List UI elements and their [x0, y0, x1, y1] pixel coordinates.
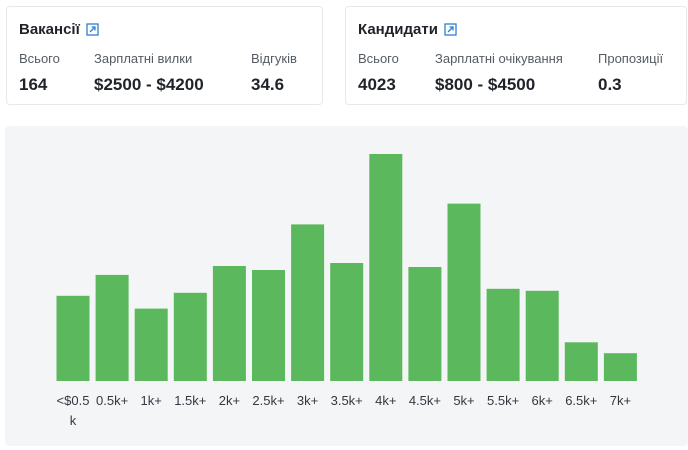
x-tick-label: 2.5k+: [252, 393, 284, 408]
x-tick-label: 5.5k+: [487, 393, 519, 408]
bar-8[interactable]: [369, 154, 403, 381]
x-tick-label: 6k+: [532, 393, 553, 408]
bar-2[interactable]: [134, 308, 168, 381]
stat-label: Зарплатні очікування: [435, 51, 563, 66]
bar-3[interactable]: [173, 292, 207, 381]
bar-0[interactable]: [56, 295, 90, 381]
x-tick-label: 5k+: [453, 393, 474, 408]
candidates-salary-expectations: Зарплатні очікування $800 - $4500: [435, 51, 563, 95]
candidates-card: Кандидати Всього 4023 Зарплатні очікуван…: [345, 6, 687, 105]
bar-11[interactable]: [486, 288, 520, 381]
stat-label: Всього: [19, 51, 60, 66]
stat-label: Пропозиції: [598, 51, 664, 66]
stat-value: $2500 - $4200: [94, 75, 204, 94]
vacancies-card: Вакансії Всього 164 Зарплатні вилки $250…: [6, 6, 323, 105]
bar-14[interactable]: [603, 353, 637, 381]
bar-10[interactable]: [447, 203, 481, 381]
salary-histogram-panel: <$0.5 k 0.5k+ 1k+ 1.5k+ 2k+ 2.5k+ 3k+ 3.5k+ 4k+ 4.…: [5, 126, 688, 446]
x-tick-label: 4k+: [375, 393, 396, 408]
candidates-total: Всього 4023: [358, 51, 399, 95]
vacancies-total: Всього 164: [19, 51, 60, 95]
x-tick-label: 4.5k+: [409, 393, 441, 408]
external-link-icon[interactable]: [86, 23, 99, 36]
x-tick-label: <$0.5 k: [57, 393, 90, 428]
candidates-offers: Пропозиції 0.3: [598, 51, 663, 95]
x-tick-label: 0.5k+: [96, 393, 128, 408]
bar-12[interactable]: [525, 290, 559, 381]
bar-5[interactable]: [252, 270, 285, 381]
stat-value: 34.6: [251, 75, 285, 94]
candidates-title-link[interactable]: Кандидати: [358, 21, 457, 38]
stat-value: 0.3: [598, 75, 622, 94]
bar-4[interactable]: [212, 266, 246, 381]
stat-value: 164: [19, 75, 48, 94]
candidates-title: Кандидати: [358, 21, 438, 38]
bar-1[interactable]: [95, 274, 129, 381]
stat-value: 4023: [358, 75, 396, 94]
stat-label: Всього: [358, 51, 399, 66]
vacancies-title: Вакансії: [19, 21, 80, 38]
bar-13[interactable]: [564, 342, 598, 381]
vacancies-responses: Відгуків 34.6: [251, 51, 297, 95]
x-tick-label: 2k+: [219, 393, 240, 408]
x-tick-label: 1k+: [141, 393, 162, 408]
x-tick-label: 3k+: [297, 393, 318, 408]
stat-label: Зарплатні вилки: [94, 51, 193, 66]
vacancies-title-link[interactable]: Вакансії: [19, 21, 99, 38]
bar-9[interactable]: [408, 267, 442, 381]
external-link-icon[interactable]: [444, 23, 457, 36]
x-tick-label: 7k+: [610, 393, 631, 408]
x-tick-label: 1.5k+: [174, 393, 206, 408]
vacancies-salary-range: Зарплатні вилки $2500 - $4200: [94, 51, 204, 95]
x-tick-label: 3.5k+: [331, 393, 363, 408]
salary-histogram: <$0.5 k 0.5k+ 1k+ 1.5k+ 2k+ 2.5k+ 3k+ 3.5k+ 4k+ 4.…: [56, 154, 637, 428]
bar-7[interactable]: [330, 263, 364, 381]
bar-6[interactable]: [291, 224, 325, 381]
x-tick-label: 6.5k+: [565, 393, 597, 408]
stat-label: Відгуків: [251, 51, 297, 66]
stat-value: $800 - $4500: [435, 75, 536, 94]
